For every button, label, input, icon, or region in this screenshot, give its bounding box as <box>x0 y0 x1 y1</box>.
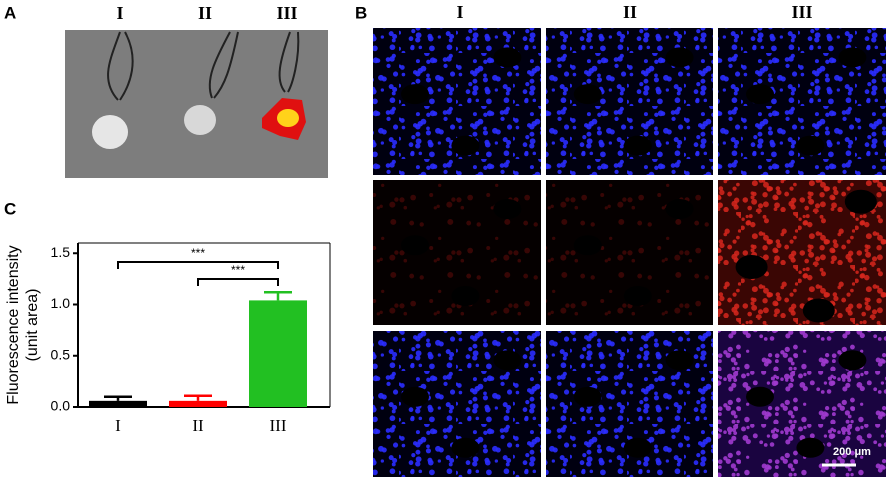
scale-bar-label: 200 μm <box>833 446 871 458</box>
lumen <box>401 235 429 256</box>
lumen <box>746 84 774 105</box>
tissue <box>107 31 134 101</box>
y-tick-label: 1.5 <box>51 244 71 260</box>
column-label: III <box>276 3 297 23</box>
lumen <box>451 286 480 306</box>
lumen <box>401 386 429 407</box>
y-tick-label: 1.0 <box>51 295 71 311</box>
lumen <box>838 47 867 68</box>
lumen <box>796 135 825 156</box>
ivis-image <box>65 30 328 178</box>
bar <box>169 400 227 407</box>
lumen <box>735 255 768 279</box>
microscopy-grid <box>373 28 886 477</box>
column-label: I <box>116 3 123 23</box>
lumen <box>623 135 652 156</box>
column-label: III <box>791 2 812 22</box>
lumen <box>796 437 825 458</box>
lumen <box>451 135 480 156</box>
lumen <box>493 47 522 68</box>
lumen <box>665 47 694 68</box>
y-tick-label: 0.0 <box>51 398 71 414</box>
lumen <box>844 189 877 214</box>
panel-label: B <box>355 3 367 22</box>
lumen <box>665 199 694 219</box>
lumen <box>802 298 835 323</box>
hotspot <box>277 109 299 127</box>
lumen <box>623 286 652 306</box>
significance-bracket <box>117 261 279 269</box>
bar <box>89 400 147 407</box>
lumen <box>451 437 480 458</box>
y-tick-label: 0.5 <box>51 346 71 362</box>
lumen <box>623 437 652 458</box>
tissue <box>208 31 239 99</box>
lumen <box>573 235 602 256</box>
column-label: I <box>456 2 463 22</box>
organ <box>184 105 216 135</box>
tissue <box>278 31 300 93</box>
x-tick-label: I <box>115 416 121 435</box>
x-tick-label: II <box>192 416 204 435</box>
significance-label: *** <box>191 246 205 260</box>
bar-chart: 0.0 0.5 1.0 1.5 Fluorescence intensity (unit … <box>5 242 331 435</box>
lumen <box>401 84 429 105</box>
bar <box>249 300 307 407</box>
lumen <box>493 199 522 219</box>
column-label: II <box>623 2 637 22</box>
panel-label: A <box>4 3 16 22</box>
significance-bracket <box>197 278 279 286</box>
panel-label: C <box>4 199 16 218</box>
lumen <box>838 350 867 371</box>
y-axis-title: Fluorescence intensity <box>5 245 22 404</box>
lumen <box>665 350 694 371</box>
lumen <box>573 386 602 407</box>
column-label: II <box>198 3 212 23</box>
lumen <box>746 386 774 407</box>
organ <box>92 115 128 149</box>
lumen <box>573 84 602 105</box>
y-axis-title: (unit area) <box>24 289 41 362</box>
significance-label: *** <box>231 263 245 277</box>
lumen <box>493 350 522 371</box>
x-tick-label: III <box>270 416 287 435</box>
